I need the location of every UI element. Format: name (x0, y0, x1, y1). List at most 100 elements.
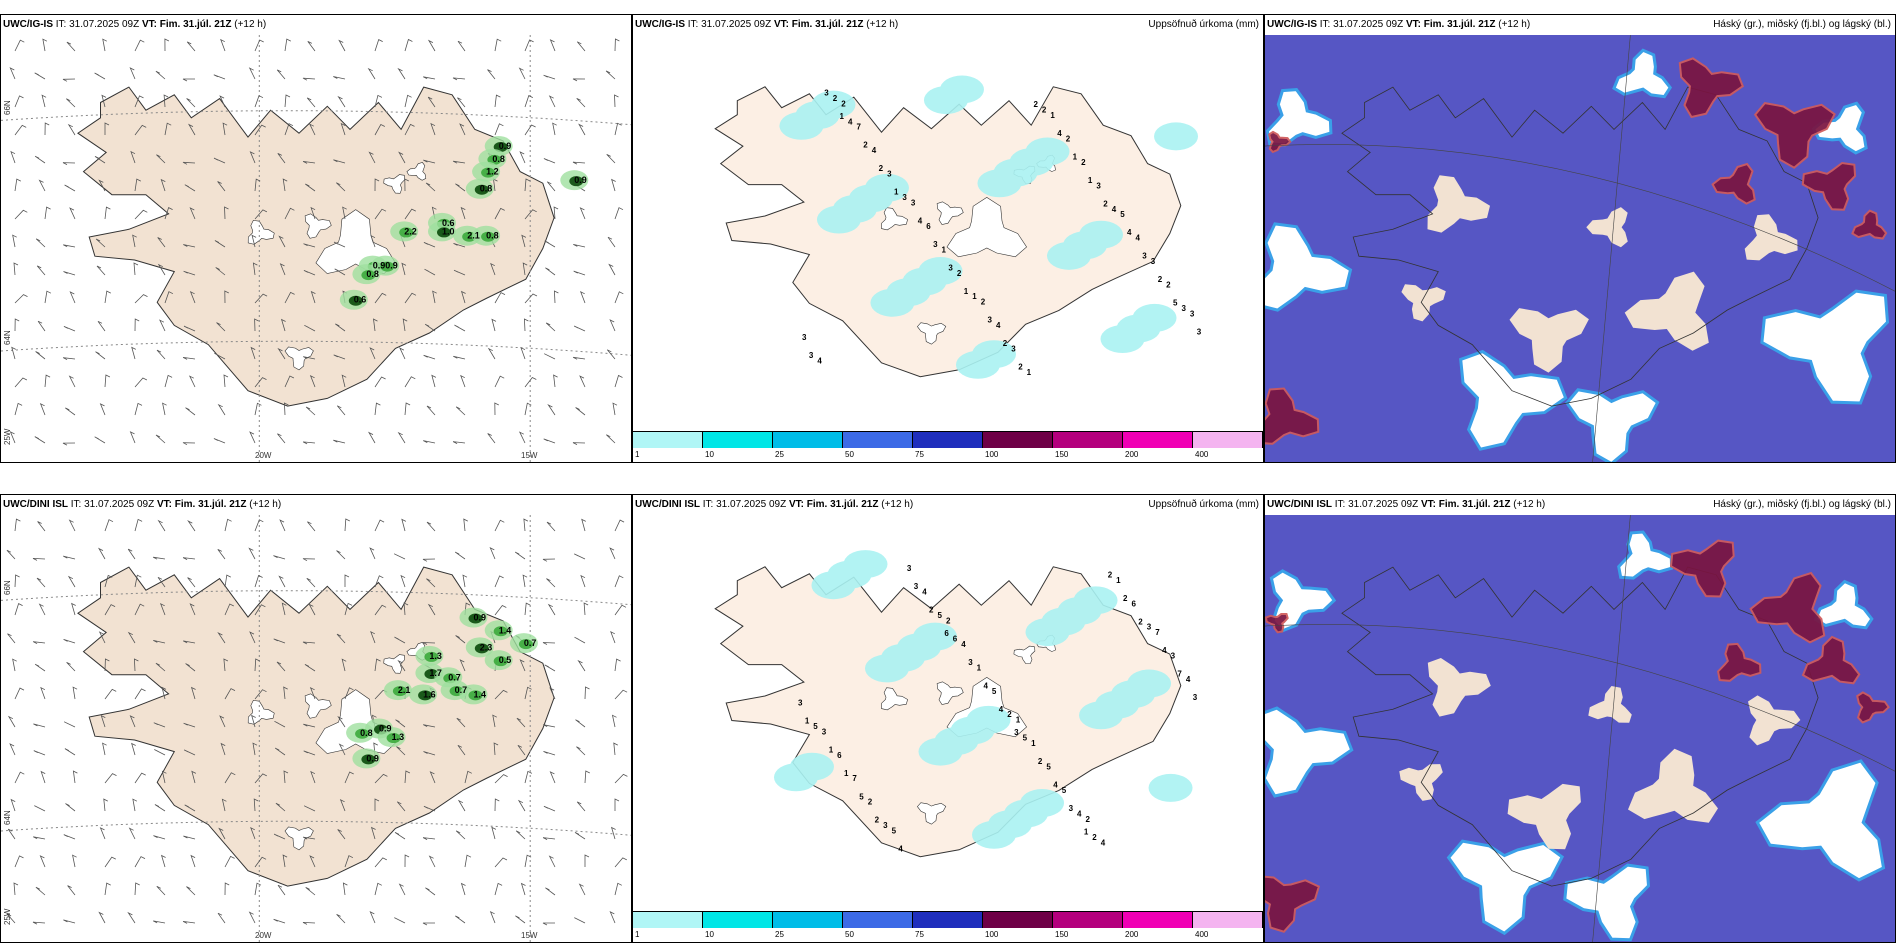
wind-barb (459, 123, 466, 136)
wind-barb (66, 41, 76, 52)
wind-barb (423, 805, 436, 812)
colorbar-segment (633, 432, 703, 448)
precip-value-label: 0.9 (366, 753, 379, 763)
wind-barb (134, 95, 144, 108)
precip-accum-label: 2 (1034, 100, 1039, 109)
wind-barb (524, 602, 531, 616)
colorbar-segment (983, 912, 1053, 928)
wind-barb (249, 631, 256, 644)
wind-barb (404, 38, 413, 52)
wind-barb (34, 663, 46, 672)
wind-barb (190, 854, 196, 868)
wind-barb (333, 241, 346, 248)
precip-accum-label: 1 (972, 292, 977, 301)
glacier (406, 162, 427, 181)
colorbar-tick-label: 200 (1125, 450, 1139, 459)
parallel-line (1265, 144, 1895, 292)
glacier (936, 201, 964, 225)
wind-barb (34, 436, 46, 444)
wind-barb (553, 206, 559, 220)
wind-barb (404, 770, 411, 784)
wind-barb (517, 799, 526, 812)
wind-barb (219, 95, 226, 108)
wind-barb (156, 154, 166, 164)
map-wind-precip: 0.90.81.20.80.62.2 1.0 2.1 0.80.90.90.80.60… (1, 35, 631, 462)
wind-barb (190, 686, 196, 700)
wind-barb (41, 94, 47, 108)
wind-barb (519, 151, 526, 164)
wind-barb (579, 207, 586, 220)
wind-barb (369, 347, 376, 360)
wind-barb (336, 633, 346, 644)
lat-label-25w: 25W (3, 908, 12, 925)
wind-barb (425, 182, 436, 192)
wind-barb (277, 884, 286, 896)
precip-heavy (348, 295, 363, 306)
precip-accum-label: 3 (1014, 728, 1019, 737)
wind-barb (427, 96, 436, 108)
wind-barb (153, 835, 166, 840)
wind-barb (519, 659, 526, 672)
model-name: UWC/IG-IS (3, 19, 53, 30)
wind-barb (252, 742, 258, 756)
wind-barb (344, 602, 353, 616)
wind-barb (426, 521, 436, 532)
high-cloud-areas (1265, 539, 1890, 933)
precip-accum-area (779, 111, 824, 140)
wind-barb (14, 95, 24, 108)
colorbar-segment (983, 432, 1053, 448)
wind-barb (33, 723, 46, 728)
clear-sky-area (1563, 863, 1651, 942)
lon-label-15w: 15W (521, 931, 538, 940)
wind-barb (9, 431, 16, 444)
precip-accum-label: 3 (1151, 257, 1156, 266)
wind-barb (544, 664, 556, 672)
high-cloud-area (1801, 635, 1861, 685)
wind-barb (104, 519, 114, 532)
wind-barb (573, 325, 586, 332)
wind-barb (333, 159, 346, 164)
wind-barb (545, 322, 556, 332)
wind-barb (494, 798, 500, 812)
clear-sky-area (1760, 289, 1890, 405)
parallel-line (1, 590, 631, 606)
wind-barb (546, 181, 556, 192)
clear-sky-area (1617, 530, 1674, 580)
wind-barb (452, 160, 466, 164)
wind-barb (187, 123, 196, 136)
wind-barb (336, 405, 346, 416)
wind-barb (344, 771, 354, 784)
wind-barb (66, 98, 76, 108)
wind-barb (14, 771, 25, 784)
wind-barb (607, 236, 616, 248)
wind-barb (573, 244, 586, 248)
precip-accum-label: 5 (1173, 299, 1178, 308)
wind-barb (404, 402, 411, 416)
precip-accum-label: 2 (1123, 594, 1128, 603)
wind-barb (515, 915, 526, 924)
panel-title: Háský (gr.), miðský (fj.bl.) og lágský (… (1713, 19, 1891, 30)
wind-barb (100, 714, 106, 728)
precip-accum-labels: 2321537642434132343213223124344344323213… (802, 88, 1202, 377)
wind-barb (274, 720, 286, 728)
wind-barb (422, 922, 435, 926)
precip-accum-label: 3 (968, 658, 973, 667)
wind-barb (164, 291, 174, 304)
wind-barb (576, 746, 586, 756)
precip-accum-label: 5 (859, 792, 864, 801)
map-cloud-cover (1265, 515, 1895, 942)
wind-barb (254, 689, 267, 700)
wind-barb (304, 324, 316, 332)
map-cloud-cover (1265, 35, 1895, 462)
wind-barb (524, 854, 532, 868)
wind-barb (277, 347, 286, 360)
wind-barb (344, 855, 354, 868)
wind-barb (186, 98, 196, 108)
precip-heavy (418, 690, 433, 701)
wind-barb (14, 209, 28, 220)
wind-barb (374, 94, 383, 108)
wind-barb (337, 95, 346, 108)
wind-barb (134, 39, 145, 52)
wind-barb (69, 207, 76, 220)
wind-barb (494, 774, 508, 784)
